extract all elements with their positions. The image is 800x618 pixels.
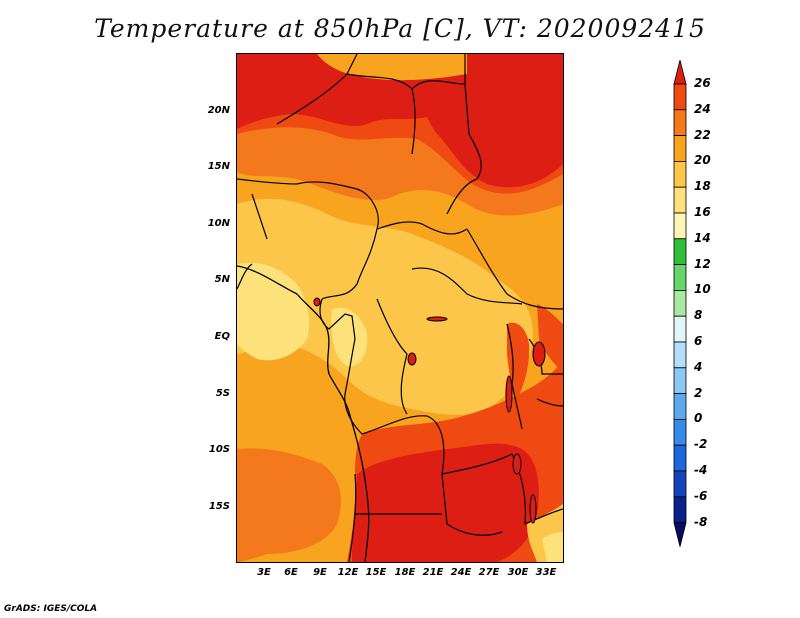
lon-label: 15E (365, 567, 387, 578)
lon-label: 12E (337, 567, 359, 578)
colorbar-segment (673, 161, 687, 188)
lon-label: 6E (284, 567, 298, 578)
colorbar-label: -6 (694, 488, 708, 503)
colorbar-label: 20 (694, 153, 711, 168)
colorbar-label: 4 (694, 359, 703, 374)
colorbar-segment (673, 367, 687, 394)
colorbar-segment (673, 212, 687, 240)
map-panel (236, 53, 564, 563)
colorbar-segment (673, 393, 687, 420)
lon-label: 18E (394, 567, 416, 578)
colorbar-label: 8 (694, 308, 703, 323)
colorbar-segment (673, 289, 687, 317)
chart-title: Temperature at 850hPa [C], VT: 202009241… (94, 14, 706, 43)
colorbar-label: 16 (694, 205, 711, 219)
colorbar-label: 24 (694, 101, 711, 116)
lon-label: 27E (478, 567, 500, 578)
colorbar-label: 0 (694, 411, 703, 426)
lat-label: 20N (207, 105, 230, 116)
colorbar-top-arrow (673, 60, 687, 85)
lat-label: 10S (208, 444, 230, 455)
colorbar-segment (673, 418, 687, 446)
colorbar (673, 60, 687, 547)
colorbar-label: -2 (694, 437, 708, 452)
temperature-field (237, 54, 563, 562)
colorbar-label: 2 (694, 385, 703, 400)
colorbar-label: -4 (694, 463, 708, 477)
colorbar-label: 26 (694, 76, 711, 90)
lon-label: 21E (422, 567, 444, 578)
colorbar-segment (673, 341, 687, 369)
colorbar-segment (673, 444, 687, 472)
colorbar-segment (673, 109, 687, 136)
colorbar-label: -8 (694, 514, 708, 529)
lon-label: 33E (535, 567, 557, 578)
colorbar-segment (673, 264, 687, 291)
colorbar-segment (673, 186, 687, 214)
colorbar-segment (673, 496, 687, 523)
footer-credit: GrADS: IGES/COLA (4, 604, 98, 614)
lon-label: 3E (257, 567, 271, 578)
colorbar-bottom-arrow (673, 522, 687, 547)
lat-label: EQ (214, 331, 230, 342)
colorbar-segment (673, 83, 687, 111)
lon-label: 9E (313, 567, 327, 578)
colorbar-label: 18 (694, 179, 711, 194)
colorbar-segment (673, 238, 687, 266)
lat-label: 10N (207, 218, 230, 229)
colorbar-label: 12 (694, 256, 711, 271)
colorbar-label: 14 (694, 230, 711, 245)
colorbar-label: 22 (694, 127, 711, 142)
lon-label: 24E (450, 567, 472, 578)
lat-label: 15S (208, 501, 230, 512)
lat-label: 15N (207, 161, 230, 172)
colorbar-label: 10 (694, 282, 711, 297)
lat-label: 5S (215, 388, 230, 399)
colorbar-segment (673, 315, 687, 343)
colorbar-label: 6 (694, 334, 703, 348)
colorbar-segment (673, 470, 687, 498)
lon-label: 30E (507, 567, 529, 578)
colorbar-segment (673, 135, 687, 162)
lat-label: 5N (214, 274, 230, 285)
